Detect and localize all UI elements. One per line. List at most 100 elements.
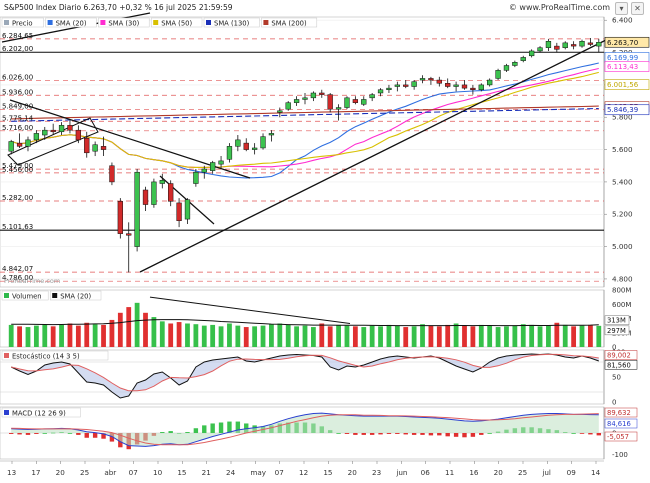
volume-bar: [344, 325, 350, 347]
volume-bar: [8, 324, 14, 347]
volume-bar: [59, 324, 64, 347]
volume-sma-line: [11, 319, 599, 327]
x-tick-label: 24: [226, 468, 236, 477]
value-badge-label: 6.169,99: [607, 54, 638, 62]
macd-histogram-bar: [453, 433, 459, 437]
candle-body: [579, 41, 585, 47]
sma130-line: [11, 107, 599, 122]
volume-tick-label: 800M: [612, 287, 631, 295]
macd-histogram-bar: [571, 433, 576, 434]
candle-body: [8, 141, 14, 152]
sma50-line: [11, 71, 599, 168]
macd-histogram-bar: [395, 433, 400, 434]
volume-bar: [411, 326, 417, 347]
candle-body: [142, 189, 149, 205]
value-badge: [604, 36, 650, 48]
volume-bar: [596, 325, 602, 347]
brand-label: © www.ProRealTime.com: [508, 3, 610, 12]
stoch-badge-label: 81,560: [607, 361, 631, 369]
macd-histogram-bar: [227, 421, 232, 433]
stoch-tick-label: 0: [612, 399, 616, 407]
macd-histogram-bar: [403, 433, 408, 435]
candle-body: [159, 180, 165, 184]
candle-body: [554, 45, 560, 50]
candle-body: [210, 162, 216, 171]
volume-bar: [285, 324, 291, 347]
macd-legend-label: MACD (12 26 9): [12, 410, 66, 418]
watermark-label: ProRealTime.com: [4, 277, 60, 285]
candle-body: [109, 165, 115, 183]
macd-histogram-bar: [369, 433, 375, 435]
volume-tick-label: 0: [612, 344, 616, 352]
candle-body: [302, 97, 308, 100]
macd-histogram-bar: [42, 433, 47, 434]
macd-histogram-bar: [34, 433, 39, 434]
x-tick-label: may: [250, 468, 266, 477]
level-label: 6.026,00: [2, 74, 33, 82]
level-label: 5.101,63: [2, 223, 33, 231]
candle-body: [386, 87, 392, 91]
value-badge: [604, 104, 650, 116]
legend-label: SMA (30): [108, 20, 139, 28]
macd-histogram-bar: [235, 421, 241, 433]
volume-bar: [92, 324, 98, 347]
macd-histogram-bar: [76, 433, 81, 435]
uptrend-line: [139, 39, 607, 273]
macd-badge: [604, 407, 638, 418]
macd-histogram-bar: [17, 433, 22, 435]
legend-swatch: [47, 20, 53, 25]
macd-histogram-bar: [336, 433, 341, 434]
volume-bar: [520, 324, 526, 347]
legend-chip: [45, 17, 97, 28]
x-tick-label: 25: [518, 468, 527, 477]
volume-bar: [185, 323, 190, 347]
legend-chip: [1, 17, 44, 28]
collapse-button[interactable]: ▾: [615, 2, 628, 15]
volume-bar: [235, 325, 241, 347]
macd-histogram-bar: [462, 433, 467, 438]
stoch-fill: [11, 354, 599, 398]
macd-badge-label: 89,632: [607, 409, 631, 417]
macd-legend-chip: [1, 407, 81, 418]
macd-histogram-bar: [470, 433, 476, 437]
candle-body: [218, 160, 224, 165]
close-button[interactable]: ✕: [631, 2, 644, 15]
x-tick-label: 13: [7, 468, 16, 477]
volume-bar: [462, 325, 467, 347]
volume-bar: [588, 324, 593, 347]
volume-bar: [327, 326, 333, 347]
legend-chip: [98, 17, 150, 28]
x-tick-label: 10: [153, 468, 163, 477]
x-tick-label: 15: [323, 468, 332, 477]
volume-bar: [201, 325, 207, 347]
volume-bar: [529, 324, 535, 347]
volume-bar: [554, 322, 560, 347]
stoch-tick-label: 50: [612, 374, 621, 382]
candle-body: [487, 79, 493, 86]
macd-histogram-bar: [344, 433, 350, 434]
volume-bar: [101, 324, 106, 347]
volume-bar: [109, 319, 115, 347]
candle-body: [117, 201, 123, 234]
stoch-legend-swatch: [4, 353, 9, 358]
legend-label: SMA (20): [56, 20, 87, 28]
volume-bar: [386, 324, 392, 347]
price-tick-label: 5.800: [612, 113, 633, 122]
level-label: 5.479,00: [2, 162, 33, 170]
legend-label: SMA (130): [214, 20, 250, 28]
legend-label: Precio: [12, 20, 33, 28]
volume-bar: [84, 322, 90, 347]
candle-body: [268, 133, 275, 136]
volume-bar: [420, 324, 425, 347]
macd-signal-line: [11, 413, 599, 446]
legend-swatch: [153, 20, 159, 25]
stoch-legend-label: Estocástico (14 3 5): [12, 353, 80, 361]
volume-bar: [294, 326, 300, 347]
x-tick-label: jun: [395, 468, 407, 477]
candle-body: [478, 84, 484, 91]
volume-bar: [218, 326, 224, 347]
legend-swatch: [100, 20, 106, 25]
volume-bar: [67, 323, 73, 347]
candle-body: [419, 78, 426, 81]
volume-bar: [336, 324, 341, 347]
